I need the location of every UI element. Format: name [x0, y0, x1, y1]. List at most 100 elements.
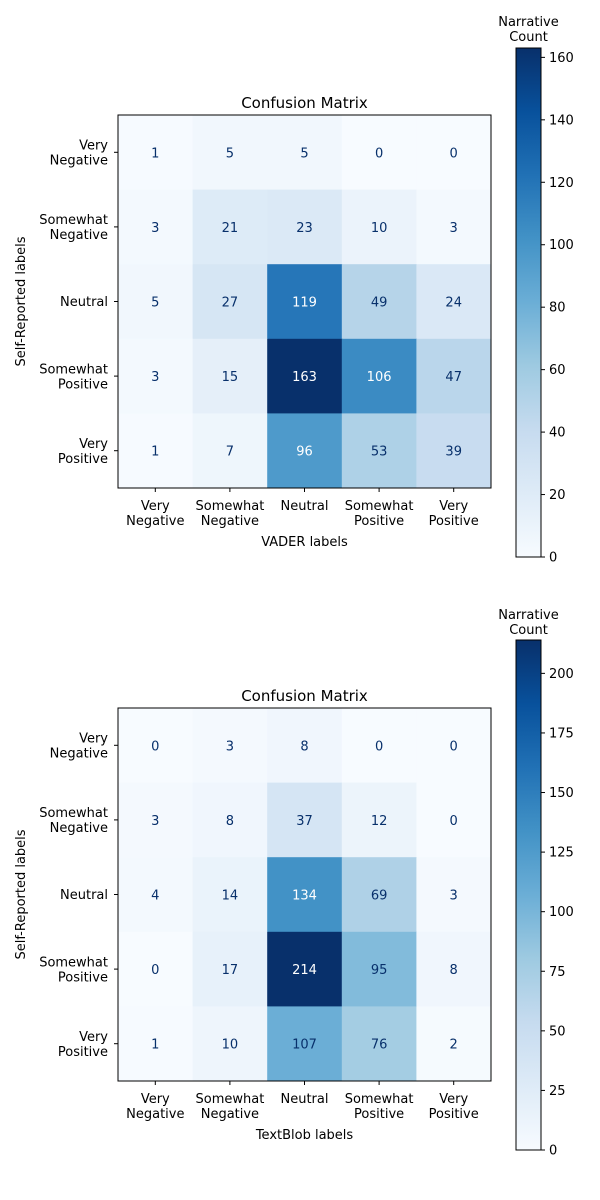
heatmap-cell [341, 782, 417, 858]
heatmap-cell [341, 1006, 417, 1082]
cell-value-label: 0 [450, 814, 458, 829]
y-tick-label-line: Somewhat [39, 362, 108, 377]
cell-value-label: 10 [222, 1038, 239, 1053]
x-tick-label-line: Positive [354, 514, 404, 529]
heatmap-cell [267, 931, 343, 1007]
colorbar-tick-label: 160 [549, 51, 574, 66]
heatmap-cell [267, 857, 343, 933]
colorbar-tick-label: 50 [549, 1024, 566, 1039]
cell-value-label: 95 [371, 963, 388, 978]
heatmap-cell [192, 115, 268, 191]
heatmap-cell [416, 264, 492, 340]
heatmap-cell [267, 189, 343, 265]
y-tick-label-line: Somewhat [39, 955, 108, 970]
cell-value-label: 0 [450, 146, 458, 161]
y-tick-label-line: Very [79, 437, 108, 452]
cell-value-label: 5 [300, 146, 308, 161]
heatmap-cell [118, 338, 194, 414]
heatmap-cell [118, 1006, 194, 1082]
x-tick-label-line: Negative [201, 514, 259, 529]
heatmap-cell [192, 189, 268, 265]
cell-value-label: 69 [371, 889, 388, 904]
x-tick-label-line: Very [439, 499, 468, 514]
cell-value-label: 3 [151, 814, 159, 829]
cell-value-label: 17 [222, 963, 239, 978]
cell-value-label: 8 [300, 739, 308, 754]
cell-value-label: 1 [151, 146, 159, 161]
heatmap-cell [118, 264, 194, 340]
heatmap-cell [341, 264, 417, 340]
cell-value-label: 0 [151, 963, 159, 978]
y-tick-label-line: Negative [50, 821, 108, 836]
cell-value-label: 119 [292, 296, 317, 311]
heatmap-cell [267, 1006, 343, 1082]
x-tick-label: Somewhat Negative [195, 1092, 264, 1122]
heatmap-cell [267, 708, 343, 784]
y-tick-label-line: Negative [50, 228, 108, 243]
colorbar-tick-label: 100 [549, 238, 574, 253]
heatmap-cell [118, 931, 194, 1007]
cell-value-label: 53 [371, 445, 388, 460]
heatmap-cell [118, 782, 194, 858]
heatmap-cell [192, 413, 268, 489]
heatmap-cell [416, 338, 492, 414]
x-tick-label: Somewhat Negative [195, 499, 264, 529]
cell-value-label: 23 [296, 221, 313, 236]
cell-value-label: 14 [222, 889, 239, 904]
colorbar-tick-label: 25 [549, 1084, 566, 1099]
colorbar-tick-label: 200 [549, 667, 574, 682]
y-tick-label-line: Positive [58, 377, 108, 392]
y-tick-label-line: Positive [58, 970, 108, 985]
x-tick-label-line: Negative [126, 1107, 184, 1122]
x-tick-label: Very Positive [429, 1092, 479, 1122]
y-tick-label-line: Positive [58, 452, 108, 467]
heatmap-cell [416, 857, 492, 933]
colorbar-tick-label: 140 [549, 113, 574, 128]
colorbar-tick-label: 75 [549, 965, 566, 980]
colorbar-tick-label: 60 [549, 363, 566, 378]
heatmap-cell [341, 931, 417, 1007]
colorbar-tick-label: 175 [549, 726, 574, 741]
cell-value-label: 8 [450, 963, 458, 978]
cell-value-label: 49 [371, 296, 388, 311]
colorbar-title-line: Narrative [498, 15, 559, 30]
cell-value-label: 96 [296, 445, 313, 460]
cell-value-label: 106 [367, 370, 392, 385]
y-tick-label-line: Neutral [60, 888, 108, 903]
colorbar [515, 47, 542, 558]
y-tick-label: Neutral [60, 888, 108, 903]
cell-value-label: 5 [151, 296, 159, 311]
x-tick-label-line: Somewhat [195, 1092, 264, 1107]
y-tick-label: Somewhat Positive [39, 955, 108, 985]
x-tick-label-line: Neutral [281, 1092, 329, 1107]
heatmap-cell [416, 782, 492, 858]
cell-value-label: 12 [371, 814, 388, 829]
y-tick-label: Very Positive [58, 437, 108, 467]
colorbar [515, 639, 542, 1151]
chart-title: Confusion Matrix [241, 687, 368, 705]
cell-value-label: 3 [450, 889, 458, 904]
heatmap-cell [341, 708, 417, 784]
cell-value-label: 5 [226, 146, 234, 161]
x-axis-label: TextBlob labels [255, 1128, 354, 1143]
heatmap-cell [267, 264, 343, 340]
cell-value-label: 3 [151, 221, 159, 236]
cell-value-label: 0 [375, 739, 383, 754]
heatmap-cell [192, 931, 268, 1007]
cell-value-label: 0 [151, 739, 159, 754]
heatmap-cell [416, 413, 492, 489]
x-tick-label: Very Positive [429, 499, 479, 529]
heatmap-cell [341, 413, 417, 489]
cell-value-label: 76 [371, 1038, 388, 1053]
cell-value-label: 24 [445, 296, 462, 311]
x-tick-label: Very Negative [126, 499, 184, 529]
x-tick-label-line: Very [141, 499, 170, 514]
heatmap-cell [341, 857, 417, 933]
cell-value-label: 21 [222, 221, 239, 236]
y-tick-label-line: Neutral [60, 295, 108, 310]
x-tick-label-line: Negative [126, 514, 184, 529]
cell-value-label: 0 [450, 739, 458, 754]
cell-value-label: 3 [226, 739, 234, 754]
